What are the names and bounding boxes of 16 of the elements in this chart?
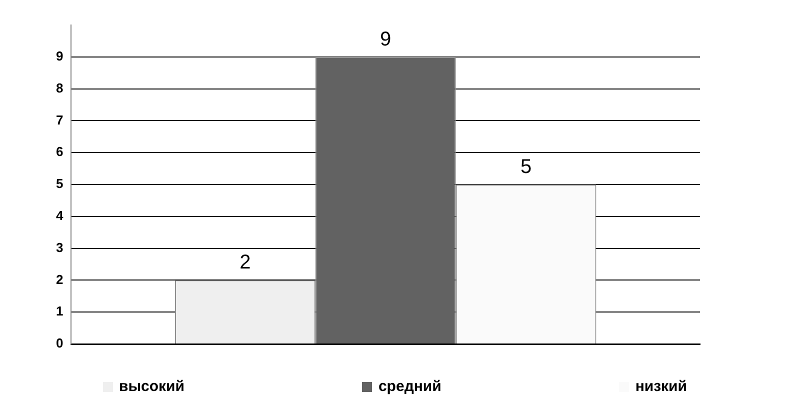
data-label: 9 [380, 28, 392, 50]
y-tick-label: 5 [56, 176, 64, 192]
y-tick-label: 9 [56, 48, 64, 64]
data-label: 2 [240, 252, 251, 274]
legend-label: средний [378, 378, 442, 395]
y-tick-label: 2 [56, 272, 64, 287]
y-tick-label: 6 [56, 144, 64, 160]
data-label: 5 [520, 156, 532, 178]
y-tick-label: 1 [56, 304, 64, 319]
y-tick-label: 4 [56, 208, 64, 223]
y-tick-label: 7 [56, 112, 64, 128]
y-tick-label: 8 [56, 80, 64, 96]
legend-label: высокий [119, 378, 184, 395]
legend-label: низкий [635, 378, 687, 395]
y-tick-label: 3 [56, 240, 64, 255]
y-tick-label: 0 [56, 336, 64, 351]
